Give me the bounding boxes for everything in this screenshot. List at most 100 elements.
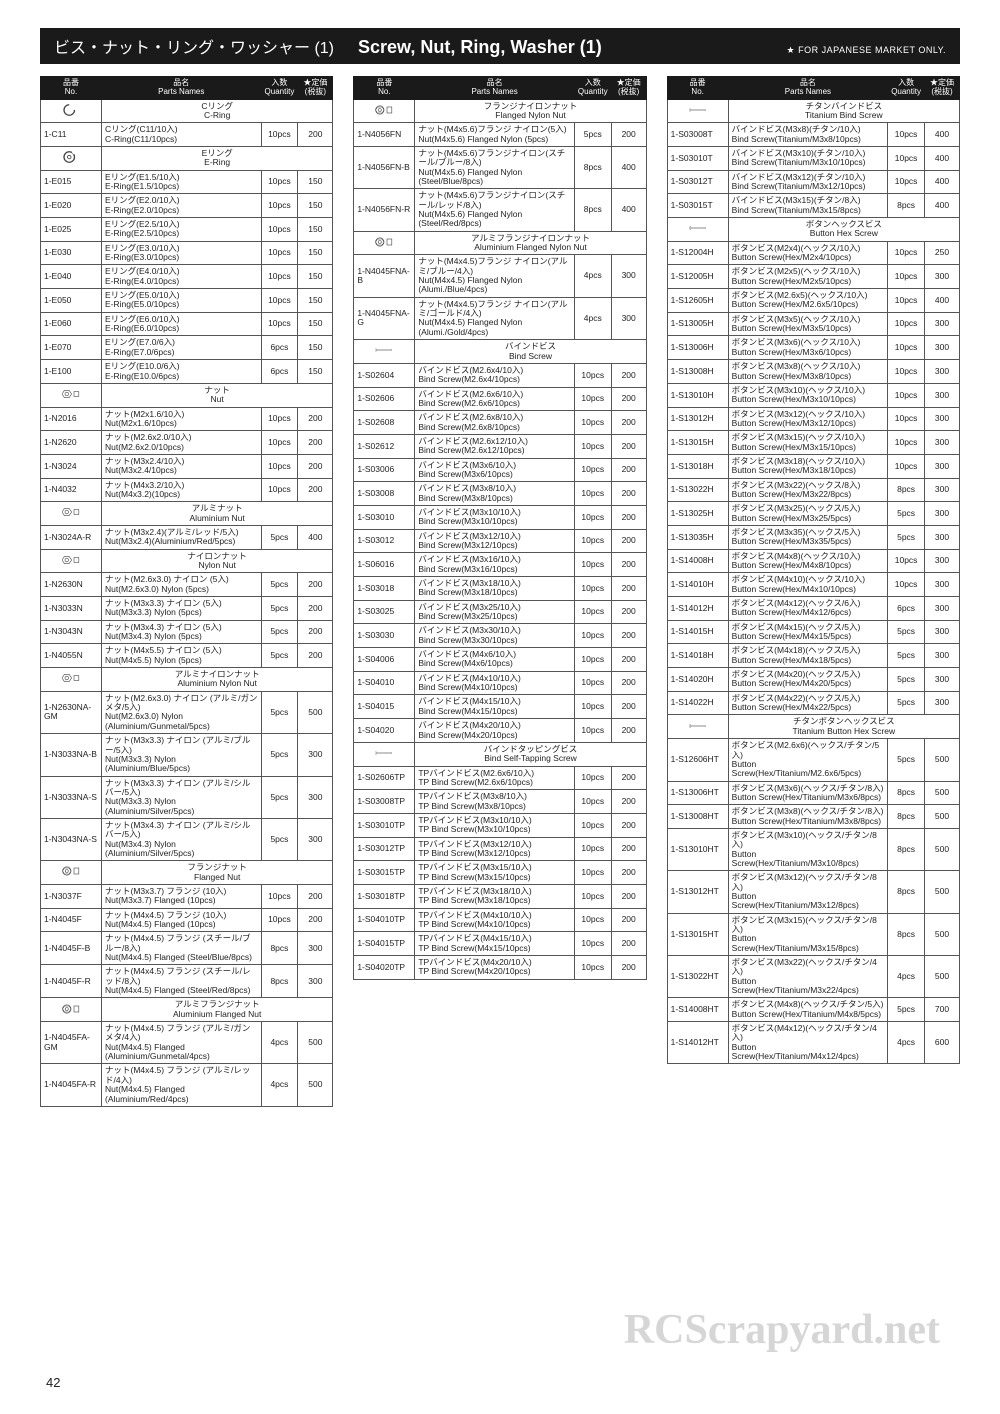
section-icon-cell	[41, 146, 102, 170]
part-price: 400	[924, 123, 959, 147]
header-price: ★定価(税抜)	[924, 77, 959, 100]
part-name: ナット(M2.6x2.0/10入)Nut(M2.6x2.0/10pcs)	[102, 431, 262, 455]
part-qty: 10pcs	[574, 790, 611, 814]
part-no: 1-S03008T	[667, 123, 728, 147]
part-name: バインドビス(M2.6x6/10入)Bind Screw(M2.6x6/10pc…	[415, 387, 575, 411]
header-no: 品番No.	[41, 77, 102, 100]
part-price: 400	[924, 170, 959, 194]
part-no: 1-S13006H	[667, 336, 728, 360]
part-price: 150	[298, 336, 333, 360]
header-qty: 入数Quantity	[888, 77, 925, 100]
part-name: バインドビス(M4x20/10入)Bind Screw(M4x20/10pcs)	[415, 719, 575, 743]
part-no: 1-S03015TP	[354, 861, 415, 885]
part-qty: 10pcs	[574, 648, 611, 672]
part-no: 1-S12004H	[667, 241, 728, 265]
part-name: ボタンビス(M2x5)(ヘックス/10入)Button Screw(Hex/M2…	[728, 265, 888, 289]
part-price: 200	[298, 454, 333, 478]
part-name: バインドビス(M3x15)(チタン/8入)Bind Screw(Titanium…	[728, 194, 888, 218]
part-price: 200	[611, 884, 646, 908]
part-qty: 10pcs	[888, 241, 925, 265]
part-row: 1-S03008T バインドビス(M3x8)(チタン/10入)Bind Scre…	[667, 123, 959, 147]
part-price: 300	[924, 454, 959, 478]
part-row: 1-E060 Eリング(E6.0/10入)E-Ring(E6.0/10pcs) …	[41, 312, 333, 336]
part-name: ボタンビス(M3x12)(ヘックス/チタン/8入)Button Screw(He…	[728, 871, 888, 913]
section-icon	[62, 1002, 80, 1018]
part-no: 1-E020	[41, 194, 102, 218]
part-price: 150	[298, 265, 333, 289]
part-price: 300	[924, 644, 959, 668]
part-price: 200	[611, 813, 646, 837]
section-icon-cell	[41, 998, 102, 1022]
part-row: 1-S03012 バインドビス(M3x12/10入)Bind Screw(M3x…	[354, 529, 646, 553]
part-row: 1-S14018H ボタンビス(M4x18)(ヘックス/5入)Button Sc…	[667, 644, 959, 668]
part-name: ボタンビス(M3x10)(ヘックス/10入)Button Screw(Hex/M…	[728, 383, 888, 407]
part-price: 200	[611, 434, 646, 458]
section-name: アルミフランジナイロンナットAluminium Flanged Nylon Nu…	[415, 231, 646, 255]
part-no: 1-E030	[41, 241, 102, 265]
part-name: ボタンビス(M4x8)(ヘックス/10入)Button Screw(Hex/M4…	[728, 549, 888, 573]
part-price: 500	[924, 781, 959, 805]
part-no: 1-S03018	[354, 577, 415, 601]
part-no: 1-N3043N	[41, 620, 102, 644]
part-row: 1-S13025H ボタンビス(M3x25)(ヘックス/5入)Button Sc…	[667, 502, 959, 526]
part-row: 1-S14012H ボタンビス(M4x12)(ヘックス/6入)Button Sc…	[667, 597, 959, 621]
part-row: 1-N4056FN ナット(M4x5.6)フランジ ナイロン(5入)Nut(M4…	[354, 123, 646, 147]
page-title-bar: ビス・ナット・リング・ワッシャー (1) Screw, Nut, Ring, W…	[40, 28, 960, 64]
part-row: 1-N3024 ナット(M3x2.4/10入)Nut(M3x2.4/10pcs)…	[41, 454, 333, 478]
part-qty: 10pcs	[574, 956, 611, 980]
part-name: Eリング(E2.5/10入)E-Ring(E2.5/10pcs)	[102, 218, 262, 242]
part-no: 1-S13010H	[667, 383, 728, 407]
part-no: 1-S02604	[354, 363, 415, 387]
section-name: チタンバインドビスTitanium Bind Screw	[728, 99, 959, 123]
section-icon-cell	[41, 99, 102, 123]
part-no: 1-S03012TP	[354, 837, 415, 861]
part-no: 1-S02606TP	[354, 766, 415, 790]
part-price: 300	[924, 573, 959, 597]
part-no: 1-N2630N	[41, 573, 102, 597]
part-no: 1-S04020TP	[354, 956, 415, 980]
part-qty: 10pcs	[261, 431, 298, 455]
part-name: ナット(M3x2.4/10入)Nut(M3x2.4/10pcs)	[102, 454, 262, 478]
part-price: 200	[611, 695, 646, 719]
part-qty: 10pcs	[888, 549, 925, 573]
part-price: 300	[924, 549, 959, 573]
part-name: ボタンビス(M4x20)(ヘックス/5入)Button Screw(Hex/M4…	[728, 668, 888, 692]
part-no: 1-S04010TP	[354, 908, 415, 932]
part-row: 1-N3033N ナット(M3x3.3) ナイロン (5入)Nut(M3x3.3…	[41, 597, 333, 621]
part-qty: 5pcs	[888, 525, 925, 549]
part-row: 1-N2016 ナット(M2x1.6/10入)Nut(M2x1.6/10pcs)…	[41, 407, 333, 431]
part-row: 1-N3043N ナット(M3x4.3) ナイロン (5入)Nut(M3x4.3…	[41, 620, 333, 644]
part-no: 1-N4055N	[41, 644, 102, 668]
part-price: 200	[611, 363, 646, 387]
part-qty: 5pcs	[888, 739, 925, 781]
part-qty: 8pcs	[888, 871, 925, 913]
part-no: 1-N3033NA-S	[41, 776, 102, 818]
part-name: ボタンビス(M3x12)(ヘックス/10入)Button Screw(Hex/M…	[728, 407, 888, 431]
part-row: 1-S12004H ボタンビス(M2x4)(ヘックス/10入)Button Sc…	[667, 241, 959, 265]
part-price: 300	[924, 265, 959, 289]
section-icon-cell	[354, 340, 415, 364]
part-name: ナット(M4x5.6)フランジナイロン(スチール/レッド/8入)Nut(M4x5…	[415, 189, 575, 231]
part-row: 1-S14015H ボタンビス(M4x15)(ヘックス/5入)Button Sc…	[667, 620, 959, 644]
part-row: 1-E070 Eリング(E7.0/6入)E-Ring(E7.0/6pcs) 6p…	[41, 336, 333, 360]
part-name: バインドビス(M2.6x8/10入)Bind Screw(M2.6x8/10pc…	[415, 411, 575, 435]
part-name: ナット(M3x3.3) ナイロン (5入)Nut(M3x3.3) Nylon (…	[102, 597, 262, 621]
part-price: 200	[611, 482, 646, 506]
section-row: EリングE-Ring	[41, 146, 333, 170]
part-qty: 4pcs	[574, 255, 611, 297]
part-name: ボタンビス(M2x4)(ヘックス/10入)Button Screw(Hex/M2…	[728, 241, 888, 265]
title-note: FOR JAPANESE MARKET ONLY.	[787, 45, 946, 56]
part-qty: 10pcs	[574, 387, 611, 411]
part-row: 1-S03012TP TPバインドビス(M3x12/10入)TP Bind Sc…	[354, 837, 646, 861]
part-name: TPバインドビス(M4x20/10入)TP Bind Screw(M4x20/1…	[415, 956, 575, 980]
part-qty: 10pcs	[261, 194, 298, 218]
part-name: ナット(M4x5.6)フランジ ナイロン(5入)Nut(M4x5.6) Flan…	[415, 123, 575, 147]
part-price: 500	[298, 1064, 333, 1106]
section-icon-cell	[354, 742, 415, 766]
part-row: 1-C11 Cリング(C11/10入)C-Ring(C11/10pcs) 10p…	[41, 123, 333, 147]
part-qty: 4pcs	[574, 297, 611, 339]
section-name: チタンボタンヘックスビスTitanium Button Hex Screw	[728, 715, 959, 739]
part-qty: 10pcs	[261, 218, 298, 242]
part-no: 1-E100	[41, 360, 102, 384]
part-qty: 10pcs	[261, 312, 298, 336]
